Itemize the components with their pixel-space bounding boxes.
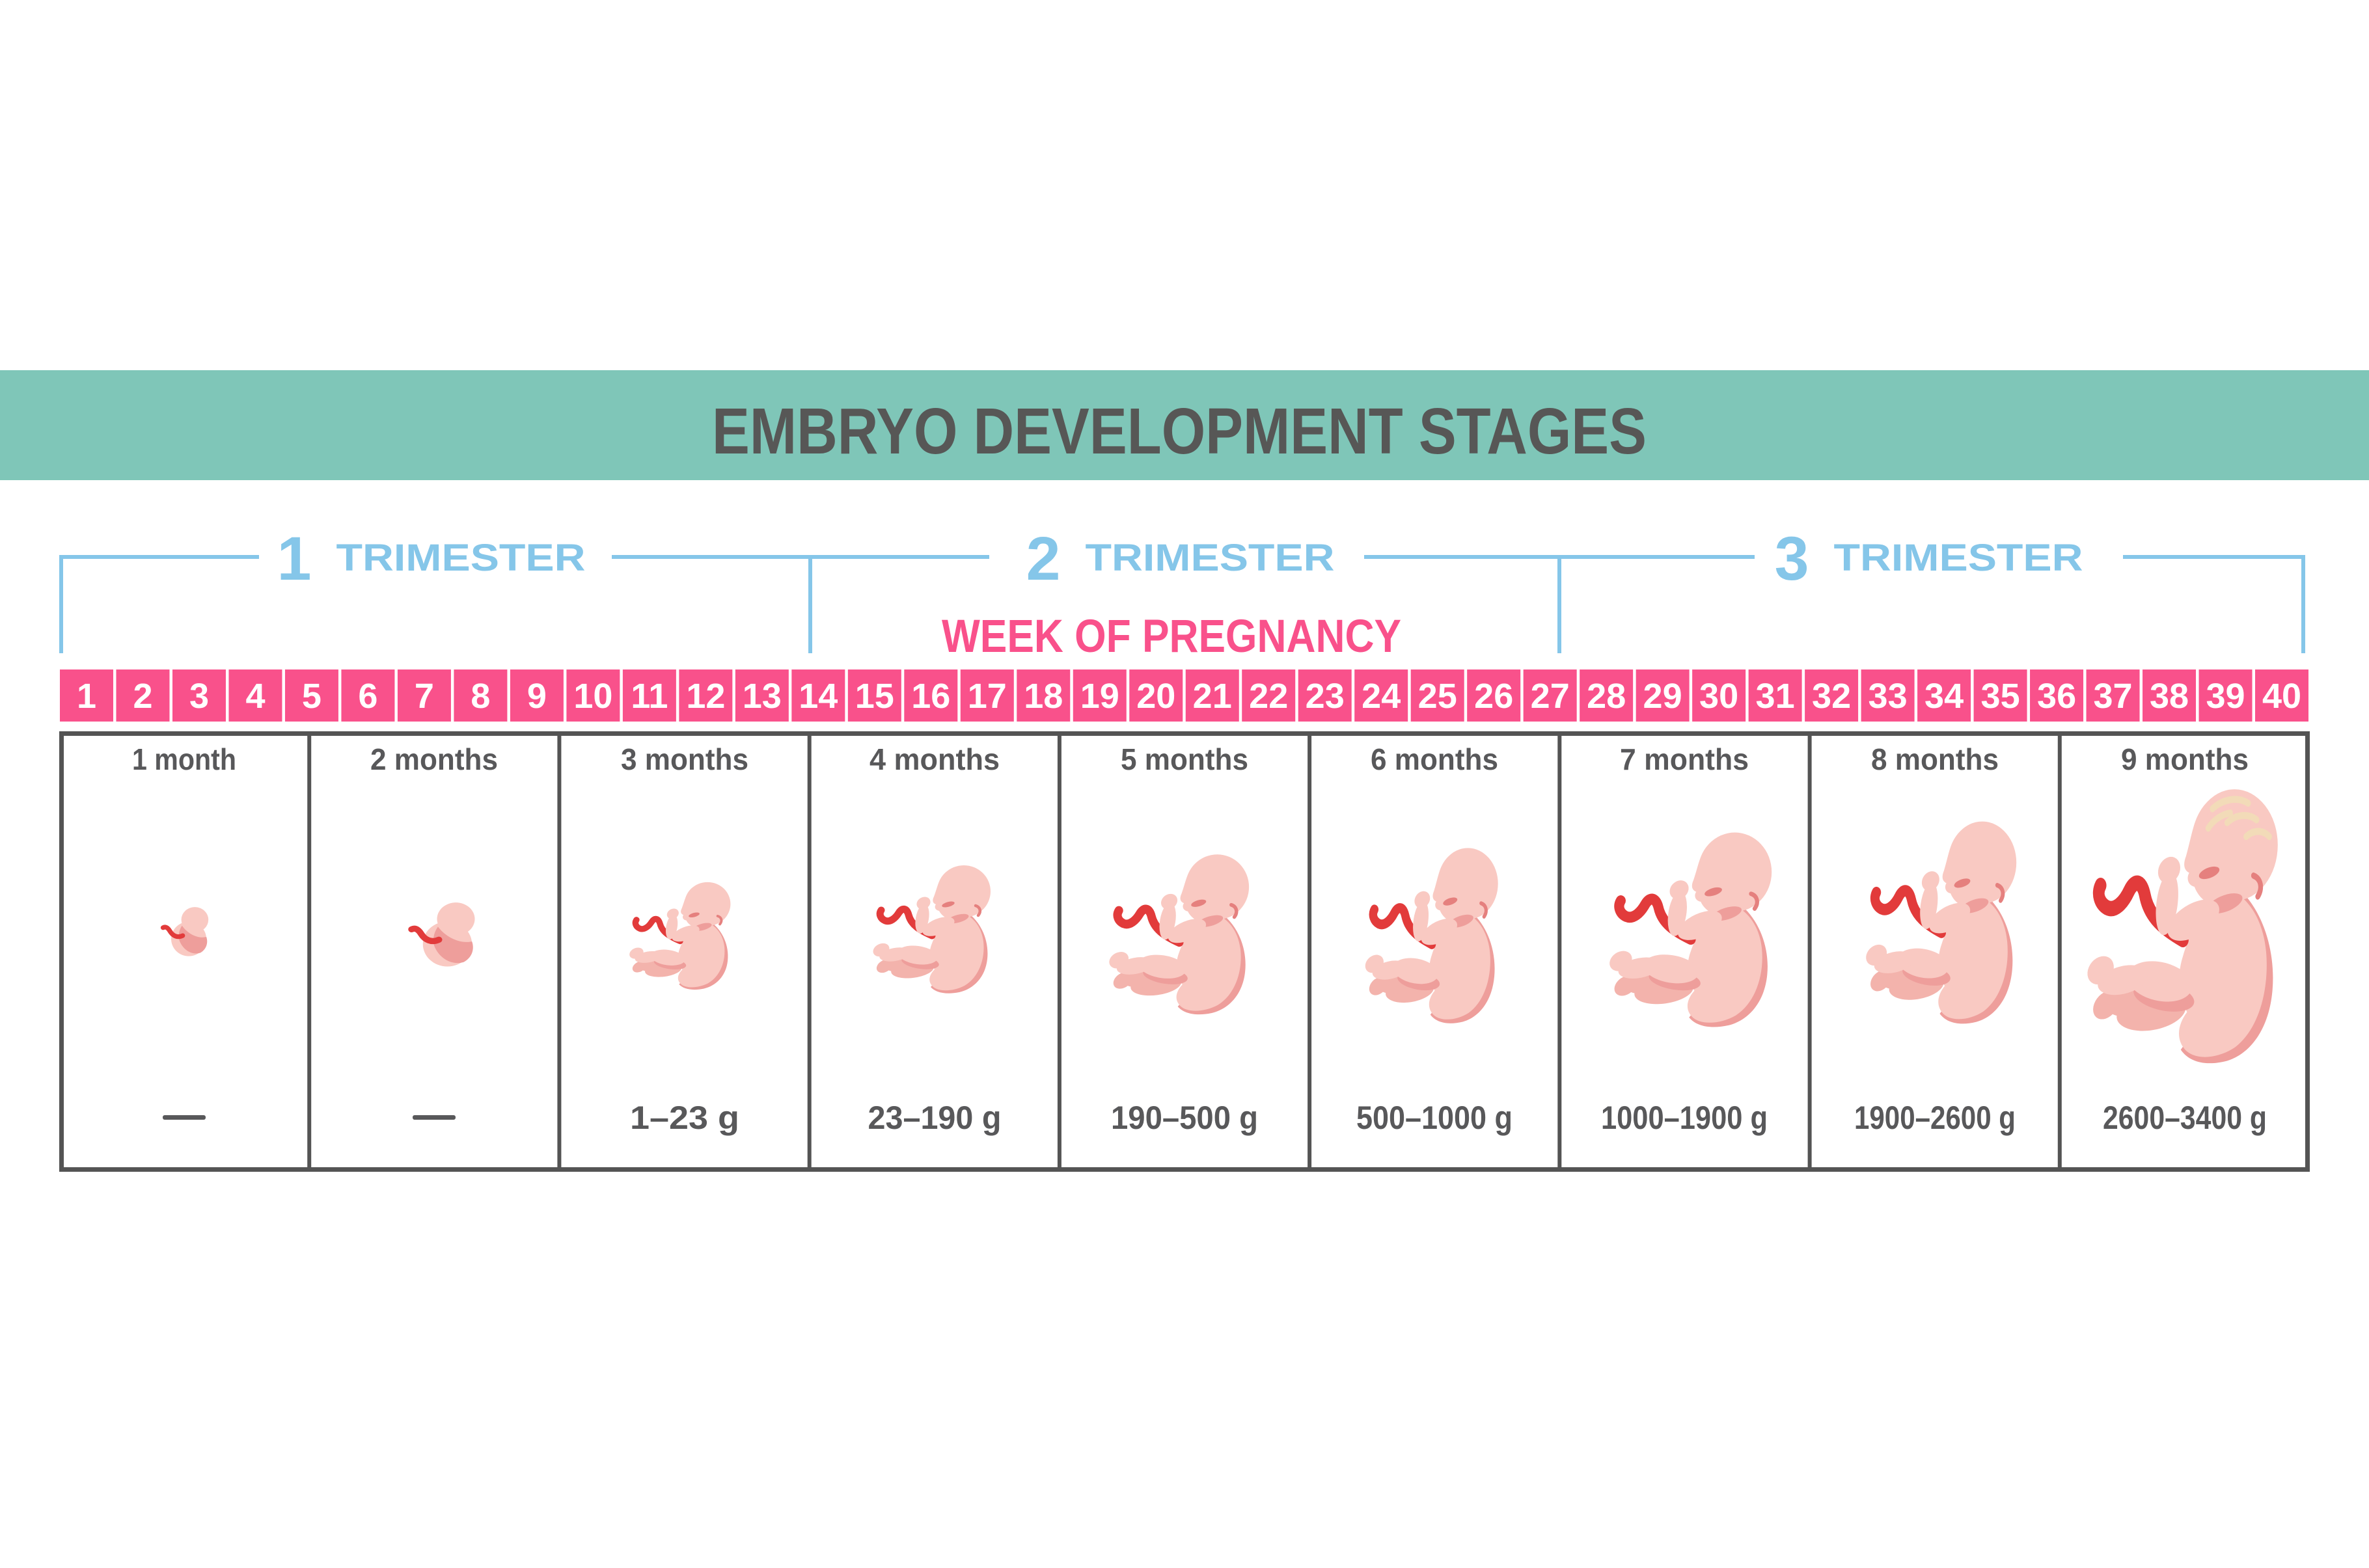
svg-text:14: 14 bbox=[799, 677, 838, 716]
svg-text:1000–1900 g: 1000–1900 g bbox=[1601, 1100, 1768, 1136]
svg-text:13: 13 bbox=[743, 677, 782, 716]
svg-text:27: 27 bbox=[1531, 677, 1570, 716]
svg-text:37: 37 bbox=[2093, 677, 2132, 716]
svg-text:25: 25 bbox=[1418, 677, 1457, 716]
svg-text:2600–3400 g: 2600–3400 g bbox=[2103, 1100, 2267, 1136]
svg-text:17: 17 bbox=[968, 677, 1007, 716]
svg-text:500–1000 g: 500–1000 g bbox=[1356, 1100, 1513, 1136]
svg-text:1: 1 bbox=[77, 677, 96, 716]
svg-text:5 months: 5 months bbox=[1121, 742, 1248, 776]
svg-text:15: 15 bbox=[855, 677, 894, 716]
svg-text:21: 21 bbox=[1193, 677, 1232, 716]
svg-text:9: 9 bbox=[527, 677, 547, 716]
svg-text:EMBRYO DEVELOPMENT STAGES: EMBRYO DEVELOPMENT STAGES bbox=[712, 395, 1647, 468]
svg-text:20: 20 bbox=[1136, 677, 1175, 716]
svg-text:1900–2600 g: 1900–2600 g bbox=[1854, 1100, 2016, 1136]
svg-text:9 months: 9 months bbox=[2121, 742, 2249, 776]
svg-text:24: 24 bbox=[1362, 677, 1401, 716]
svg-text:2 months: 2 months bbox=[370, 742, 498, 776]
svg-text:16: 16 bbox=[911, 677, 950, 716]
svg-text:1: 1 bbox=[277, 524, 312, 593]
svg-text:2: 2 bbox=[1026, 524, 1061, 593]
svg-text:40: 40 bbox=[2262, 677, 2301, 716]
svg-text:33: 33 bbox=[1869, 677, 1908, 716]
svg-text:3: 3 bbox=[189, 677, 209, 716]
svg-text:26: 26 bbox=[1474, 677, 1513, 716]
svg-text:7: 7 bbox=[415, 677, 434, 716]
svg-text:6: 6 bbox=[358, 677, 377, 716]
svg-text:34: 34 bbox=[1924, 677, 1964, 716]
svg-text:4: 4 bbox=[245, 677, 265, 716]
svg-text:8: 8 bbox=[471, 677, 490, 716]
svg-text:WEEK OF PREGNANCY: WEEK OF PREGNANCY bbox=[942, 611, 1401, 662]
svg-text:31: 31 bbox=[1756, 677, 1795, 716]
svg-text:11: 11 bbox=[631, 677, 668, 716]
svg-text:TRIMESTER: TRIMESTER bbox=[1834, 537, 2083, 579]
svg-text:35: 35 bbox=[1981, 677, 2020, 716]
svg-text:39: 39 bbox=[2206, 677, 2245, 716]
svg-text:5: 5 bbox=[302, 677, 322, 716]
svg-text:23: 23 bbox=[1306, 677, 1345, 716]
svg-text:8 months: 8 months bbox=[1871, 742, 1999, 776]
svg-text:3: 3 bbox=[1775, 524, 1809, 593]
svg-text:30: 30 bbox=[1699, 677, 1738, 716]
svg-text:28: 28 bbox=[1587, 677, 1626, 716]
svg-text:1–23 g: 1–23 g bbox=[630, 1100, 739, 1136]
svg-text:TRIMESTER: TRIMESTER bbox=[336, 537, 586, 579]
svg-text:TRIMESTER: TRIMESTER bbox=[1086, 537, 1335, 579]
svg-text:23–190 g: 23–190 g bbox=[868, 1100, 1002, 1136]
svg-text:36: 36 bbox=[2037, 677, 2076, 716]
svg-text:38: 38 bbox=[2150, 677, 2189, 716]
svg-text:18: 18 bbox=[1024, 677, 1063, 716]
svg-text:29: 29 bbox=[1643, 677, 1682, 716]
svg-text:6 months: 6 months bbox=[1371, 742, 1498, 776]
svg-text:4 months: 4 months bbox=[870, 742, 1000, 776]
svg-text:7 months: 7 months bbox=[1620, 742, 1749, 776]
svg-text:2: 2 bbox=[133, 677, 152, 716]
svg-text:1 month: 1 month bbox=[132, 742, 236, 776]
svg-text:12: 12 bbox=[686, 677, 725, 716]
svg-text:32: 32 bbox=[1812, 677, 1851, 716]
svg-text:190–500 g: 190–500 g bbox=[1111, 1100, 1258, 1136]
svg-text:22: 22 bbox=[1249, 677, 1288, 716]
svg-text:10: 10 bbox=[573, 677, 612, 716]
svg-text:3 months: 3 months bbox=[621, 742, 748, 776]
svg-text:19: 19 bbox=[1080, 677, 1119, 716]
